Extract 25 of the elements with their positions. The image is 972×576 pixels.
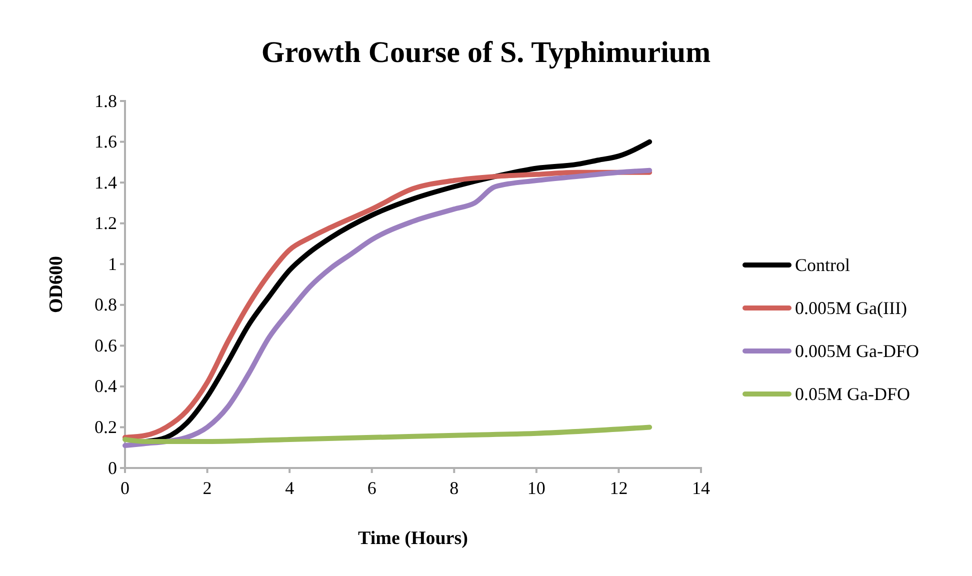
- y-tick-label: 1.2: [94, 213, 117, 234]
- y-tick-label: 1: [108, 254, 117, 274]
- x-tick-label: 8: [450, 478, 459, 498]
- x-tick-label: 12: [610, 478, 628, 498]
- y-tick-label: 0.4: [94, 376, 117, 396]
- y-tick-label: 1.4: [94, 172, 117, 192]
- legend-label: 0.005M Ga-DFO: [795, 341, 919, 361]
- x-tick-label: 2: [202, 478, 212, 498]
- legend-label: Control: [795, 255, 850, 275]
- x-axis-title: Time (Hours): [358, 528, 468, 549]
- y-tick-label: 1.6: [94, 132, 117, 152]
- x-tick-label: 0: [120, 478, 130, 498]
- y-axis-title: OD600: [46, 256, 67, 313]
- legend-label: 0.05M Ga-DFO: [795, 384, 910, 404]
- y-tick-label: 1.8: [94, 90, 117, 111]
- y-tick-label: 0.6: [94, 335, 117, 356]
- y-tick-label: 0.8: [94, 294, 117, 315]
- x-tick-label: 4: [285, 478, 294, 498]
- y-tick-label: 0.2: [94, 416, 117, 437]
- chart-title: Growth Course of S. Typhimurium: [261, 36, 711, 69]
- y-tick-label: 0: [108, 458, 117, 478]
- x-tick-label: 14: [692, 478, 710, 498]
- x-tick-label: 6: [367, 478, 376, 498]
- x-tick-label: 10: [527, 478, 546, 498]
- legend-label: 0.005M Ga(III): [795, 298, 907, 318]
